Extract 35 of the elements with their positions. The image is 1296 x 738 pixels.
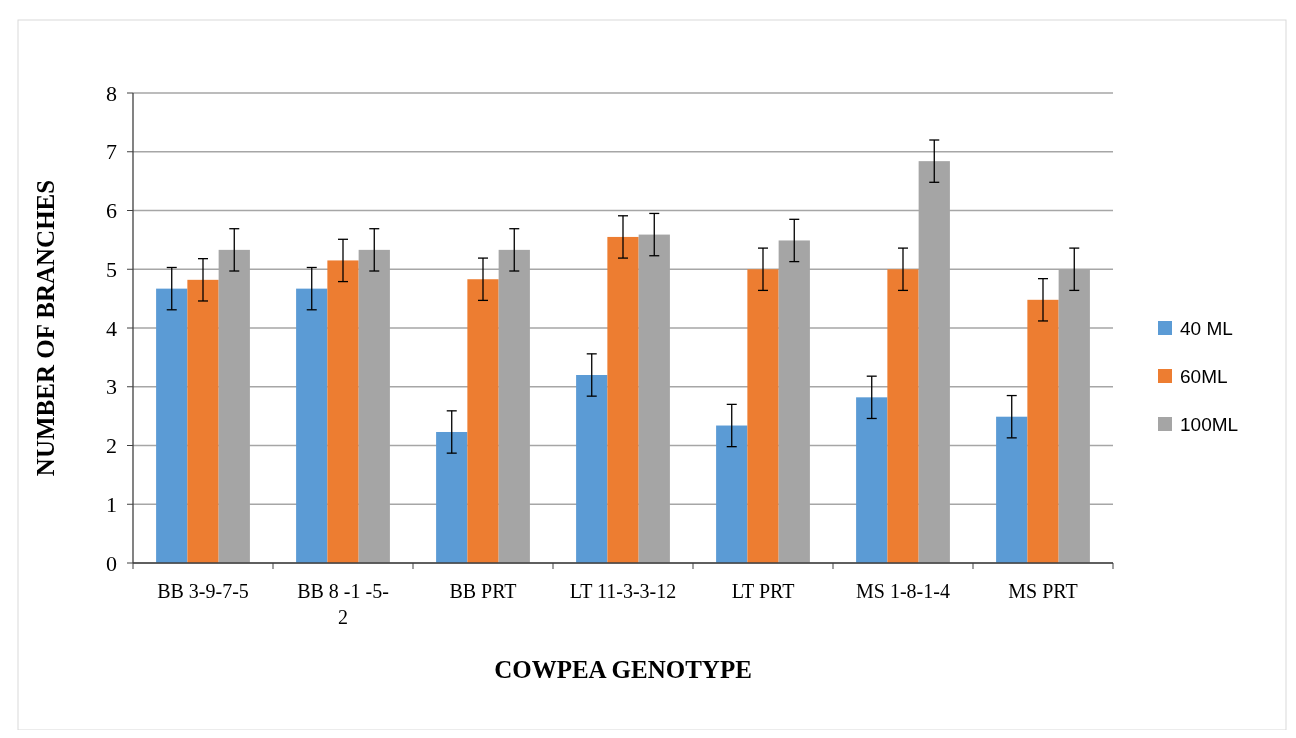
bar: [296, 288, 328, 563]
bar: [576, 375, 608, 563]
y-tick-label: 2: [106, 433, 117, 459]
x-tick-label: LT PRT: [731, 580, 795, 602]
x-tick-label: LT 11-3-3-12: [569, 580, 677, 602]
x-tick-label: BB 8 -1 -5-2: [297, 580, 389, 628]
x-tick-label: BB PRT: [449, 580, 517, 602]
bar: [156, 288, 188, 563]
legend-label: 60ML: [1180, 365, 1228, 387]
y-tick-label: 7: [106, 139, 117, 165]
y-tick-label: 8: [106, 80, 117, 106]
y-tick-label: 3: [106, 374, 117, 400]
y-tick-label: 5: [106, 256, 117, 282]
legend-label: 100ML: [1180, 413, 1239, 435]
legend-label: 40 ML: [1180, 317, 1233, 339]
x-tick-label: MS 1-8-1-4: [856, 580, 950, 602]
bar: [187, 279, 219, 563]
x-axis-title: COWPEA GENOTYPE: [494, 656, 752, 683]
y-axis-title: NUMBER OF BRANCHES: [32, 179, 59, 477]
bar: [996, 416, 1028, 563]
bar: [716, 425, 748, 563]
y-tick-label: 1: [106, 491, 117, 517]
bar: [1027, 299, 1059, 563]
y-tick-label: 0: [106, 550, 117, 576]
y-tick-label: 4: [106, 315, 117, 341]
bar: [887, 269, 919, 563]
bar: [467, 279, 499, 563]
bar: [436, 431, 468, 563]
x-tick-label: BB 3-9-7-5: [157, 580, 249, 602]
bar: [327, 260, 359, 563]
bar: [747, 269, 779, 563]
x-tick-label: MS PRT: [1008, 580, 1078, 602]
bar: [607, 236, 639, 563]
bar: [856, 397, 888, 563]
y-tick-label: 6: [106, 198, 117, 224]
